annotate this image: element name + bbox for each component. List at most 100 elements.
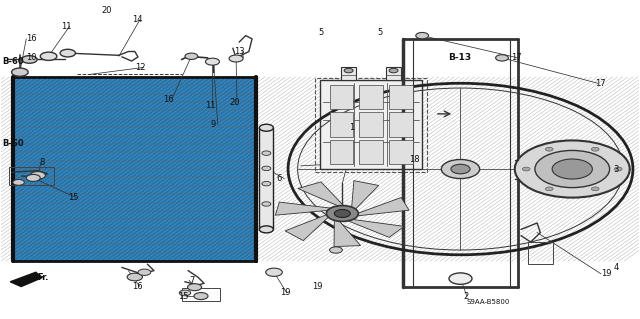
Bar <box>259 128 273 229</box>
Polygon shape <box>10 272 42 286</box>
Circle shape <box>262 151 271 155</box>
Text: Fr.: Fr. <box>38 272 49 281</box>
Text: 17: 17 <box>511 53 522 62</box>
Circle shape <box>40 52 57 60</box>
Circle shape <box>262 166 271 171</box>
Circle shape <box>127 273 143 281</box>
Text: 19: 19 <box>601 269 611 278</box>
Bar <box>13 77 256 261</box>
Bar <box>320 80 422 169</box>
Text: 14: 14 <box>132 15 142 24</box>
Text: 9: 9 <box>210 120 216 129</box>
Text: 2: 2 <box>464 292 469 300</box>
Text: 20: 20 <box>102 6 112 15</box>
Circle shape <box>188 284 202 291</box>
Circle shape <box>416 33 429 39</box>
Text: 17: 17 <box>595 79 605 88</box>
Circle shape <box>535 151 610 188</box>
Bar <box>330 140 353 164</box>
Bar <box>389 112 413 137</box>
Circle shape <box>30 172 45 179</box>
Circle shape <box>229 55 243 62</box>
Bar <box>386 67 401 80</box>
Polygon shape <box>275 202 331 215</box>
Circle shape <box>545 147 553 151</box>
Circle shape <box>26 174 40 182</box>
Text: 5: 5 <box>378 28 383 37</box>
Polygon shape <box>334 220 360 247</box>
Bar <box>13 77 256 261</box>
Text: 11: 11 <box>205 101 216 110</box>
Text: 6: 6 <box>276 174 282 183</box>
Circle shape <box>495 55 508 61</box>
Text: 16: 16 <box>164 95 174 104</box>
Circle shape <box>449 273 472 284</box>
Bar <box>315 78 428 172</box>
Text: 13: 13 <box>234 47 244 56</box>
Polygon shape <box>348 219 404 237</box>
Polygon shape <box>285 215 328 241</box>
Bar <box>527 242 553 264</box>
Text: 18: 18 <box>410 155 420 164</box>
Circle shape <box>262 182 271 186</box>
Circle shape <box>326 205 358 221</box>
Circle shape <box>138 269 151 275</box>
Polygon shape <box>351 181 379 209</box>
Bar <box>360 112 383 137</box>
Circle shape <box>60 49 76 57</box>
Circle shape <box>262 202 271 206</box>
Text: 19: 19 <box>312 282 322 291</box>
Bar <box>389 85 413 109</box>
Circle shape <box>179 290 191 296</box>
Circle shape <box>451 164 470 174</box>
Circle shape <box>185 53 198 59</box>
Text: 4: 4 <box>614 263 619 272</box>
Bar <box>341 67 356 80</box>
Polygon shape <box>298 182 344 206</box>
Bar <box>330 112 353 137</box>
Circle shape <box>522 167 530 171</box>
Bar <box>13 77 256 261</box>
Text: 16: 16 <box>132 282 142 291</box>
Text: B-60: B-60 <box>2 56 24 65</box>
Bar <box>360 85 383 109</box>
Text: 12: 12 <box>135 63 145 72</box>
Text: 10: 10 <box>26 53 36 62</box>
Text: 19: 19 <box>280 288 291 297</box>
Text: 8: 8 <box>39 158 44 167</box>
Text: 15: 15 <box>68 193 78 202</box>
Circle shape <box>205 58 220 65</box>
Circle shape <box>330 247 342 253</box>
Circle shape <box>12 68 28 76</box>
Bar <box>9 167 54 185</box>
Text: B-13: B-13 <box>448 53 471 62</box>
Text: 3: 3 <box>614 165 619 174</box>
Circle shape <box>334 210 350 218</box>
Bar <box>182 288 220 301</box>
Circle shape <box>344 68 353 73</box>
Text: 5: 5 <box>319 28 324 37</box>
Circle shape <box>614 167 622 171</box>
Circle shape <box>194 293 208 300</box>
Text: 15: 15 <box>178 292 189 300</box>
Text: 16: 16 <box>26 34 37 43</box>
Text: 1: 1 <box>349 123 354 132</box>
Circle shape <box>515 140 630 197</box>
Circle shape <box>545 187 553 191</box>
Text: S9AA-B5800: S9AA-B5800 <box>467 300 510 305</box>
Circle shape <box>22 56 37 63</box>
Text: 7: 7 <box>189 276 195 285</box>
Text: 20: 20 <box>229 98 240 107</box>
Bar <box>330 85 353 109</box>
Polygon shape <box>358 197 409 216</box>
Circle shape <box>13 180 24 185</box>
Circle shape <box>266 268 282 276</box>
Circle shape <box>591 147 599 151</box>
Bar <box>389 140 413 164</box>
Circle shape <box>259 226 273 233</box>
Text: B-60: B-60 <box>2 139 24 148</box>
Bar <box>360 140 383 164</box>
Circle shape <box>389 68 398 73</box>
Text: 11: 11 <box>61 22 72 31</box>
Circle shape <box>591 187 599 191</box>
